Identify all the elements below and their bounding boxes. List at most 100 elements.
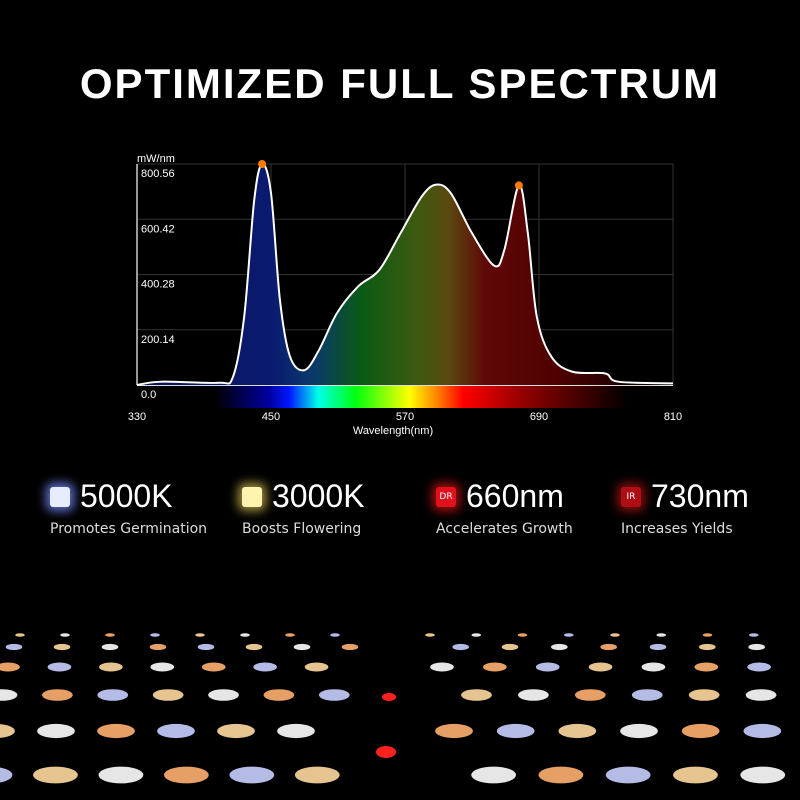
y-tick-label: 600.42 bbox=[141, 223, 175, 235]
led-light bbox=[376, 746, 396, 758]
led-light bbox=[0, 662, 20, 672]
led-light bbox=[551, 643, 568, 651]
feature-value: 3000K bbox=[272, 478, 365, 514]
led-light bbox=[681, 723, 720, 739]
led-light bbox=[483, 662, 507, 672]
y-axis-label: mW/nm bbox=[137, 153, 175, 165]
deep-red-led-icon: DR bbox=[436, 486, 456, 507]
led-light bbox=[688, 689, 720, 701]
led-light bbox=[0, 767, 13, 783]
led-light bbox=[702, 633, 713, 637]
led-light bbox=[641, 662, 666, 672]
led-light bbox=[563, 633, 574, 637]
led-light bbox=[673, 766, 718, 784]
y-tick-label: 400.28 bbox=[141, 279, 175, 291]
led-light bbox=[471, 633, 482, 637]
led-light bbox=[37, 723, 75, 739]
led-light bbox=[157, 723, 195, 739]
led-light bbox=[610, 633, 620, 637]
led-light bbox=[558, 723, 597, 739]
led-light bbox=[42, 689, 73, 701]
led-light bbox=[5, 643, 23, 651]
x-tick-label: 690 bbox=[530, 411, 548, 423]
led-light bbox=[105, 633, 115, 637]
led-light bbox=[217, 723, 255, 739]
led-light bbox=[341, 643, 359, 651]
y-tick-label: 0.0 bbox=[141, 389, 156, 401]
led-light bbox=[229, 766, 275, 784]
led-light bbox=[743, 723, 782, 739]
warm-led-icon bbox=[242, 486, 262, 507]
led-light bbox=[285, 633, 295, 637]
led-light bbox=[0, 724, 15, 738]
led-light bbox=[574, 689, 606, 701]
led-light bbox=[518, 689, 549, 701]
feature-730nm: IR 730nm Increases Yields bbox=[621, 478, 749, 537]
led-light bbox=[452, 643, 469, 651]
infrared-led-icon: IR bbox=[621, 486, 641, 507]
feature-value: 730nm bbox=[651, 478, 749, 514]
y-tick-label: 200.14 bbox=[141, 334, 175, 346]
led-light bbox=[263, 689, 295, 701]
white-led-icon bbox=[50, 486, 70, 507]
feature-3000k: 3000K Boosts Flowering bbox=[242, 478, 365, 537]
led-light bbox=[330, 633, 340, 637]
x-tick-label: 570 bbox=[396, 411, 414, 423]
chip-label: IR bbox=[626, 491, 636, 502]
led-light bbox=[425, 633, 435, 637]
led-light bbox=[430, 662, 454, 672]
led-light bbox=[97, 723, 135, 739]
led-light bbox=[535, 662, 560, 672]
led-light bbox=[98, 766, 144, 784]
led-light bbox=[201, 662, 226, 672]
led-light bbox=[101, 643, 119, 651]
led-light bbox=[649, 643, 667, 651]
spectrum-chart: 0.0 200.14 400.28 600.42 800.56 330 450 570 690 8… bbox=[128, 153, 682, 437]
x-tick-label: 810 bbox=[664, 411, 682, 423]
led-light bbox=[496, 723, 535, 739]
led-light bbox=[620, 723, 658, 739]
led-light bbox=[631, 689, 663, 701]
led-light bbox=[748, 643, 765, 651]
led-light bbox=[748, 633, 759, 637]
x-tick-label: 450 bbox=[262, 411, 280, 423]
led-light bbox=[253, 662, 277, 672]
feature-description: Increases Yields bbox=[621, 521, 733, 537]
chip-label: DR bbox=[439, 491, 453, 502]
led-light bbox=[293, 643, 311, 651]
led-light bbox=[53, 643, 71, 651]
peak-marker bbox=[258, 160, 267, 168]
led-light bbox=[656, 633, 667, 637]
led-light bbox=[382, 693, 396, 701]
feature-5000k: 5000K Promotes Germination bbox=[50, 478, 207, 537]
led-light bbox=[99, 662, 123, 672]
led-light bbox=[15, 633, 25, 637]
led-light bbox=[517, 633, 528, 637]
led-light bbox=[195, 633, 205, 637]
x-tick-label: 330 bbox=[128, 411, 146, 423]
spectrum-color-bar bbox=[215, 386, 629, 408]
led-light bbox=[150, 662, 175, 672]
led-light bbox=[699, 643, 716, 651]
y-tick-label: 800.56 bbox=[141, 168, 175, 180]
led-light bbox=[471, 766, 517, 784]
led-light bbox=[60, 633, 70, 637]
led-light bbox=[197, 643, 215, 651]
led-light bbox=[277, 723, 315, 739]
feature-description: Promotes Germination bbox=[50, 521, 208, 537]
led-light bbox=[245, 643, 263, 651]
led-light bbox=[747, 662, 771, 672]
x-axis-label: Wavelength(nm) bbox=[353, 425, 433, 437]
led-light bbox=[163, 766, 209, 784]
led-light bbox=[435, 723, 473, 739]
led-lights-background bbox=[0, 633, 786, 784]
led-light bbox=[605, 766, 651, 784]
led-light bbox=[33, 766, 78, 784]
led-light bbox=[294, 766, 340, 784]
led-light bbox=[588, 662, 613, 672]
feature-description: Boosts Flowering bbox=[242, 521, 362, 537]
led-light bbox=[47, 662, 72, 672]
led-light bbox=[304, 662, 329, 672]
led-light bbox=[150, 633, 160, 637]
led-light bbox=[149, 643, 167, 651]
